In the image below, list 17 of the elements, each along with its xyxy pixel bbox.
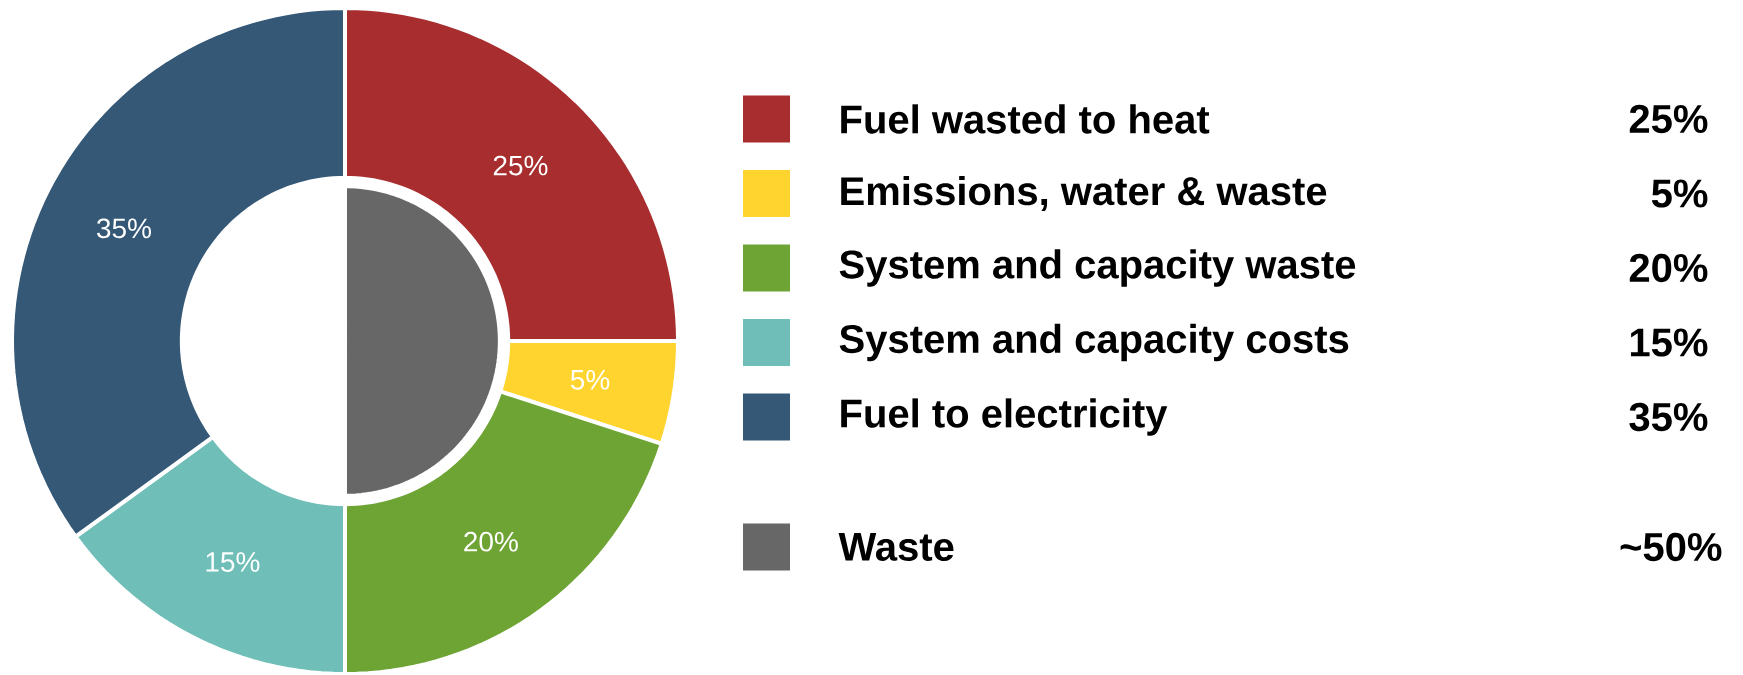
- text: 15%: [1630, 328, 1708, 357]
- legend-label: Emissions, water & waste: [841, 175, 1327, 212]
- legend-label: Fuel wasted to heat: [841, 104, 1210, 134]
- text: 20%: [1629, 253, 1708, 283]
- legend-label: System and capacity waste: [839, 249, 1356, 287]
- legend-label: Waste: [838, 533, 954, 561]
- text: 35%: [1629, 402, 1708, 432]
- data-label: 25%: [493, 155, 548, 176]
- data-label: ~50%: [1620, 532, 1722, 562]
- legend-label: System and capacity costs: [839, 323, 1349, 362]
- data-label: 15%: [206, 552, 260, 572]
- legend-label: Fuel to electricity: [841, 398, 1168, 436]
- data-label: 35%: [97, 218, 151, 239]
- data-label: 20%: [464, 531, 518, 552]
- text: 25%: [1629, 104, 1708, 134]
- text: 5%: [1651, 179, 1708, 208]
- data-label: 5%: [570, 369, 610, 390]
